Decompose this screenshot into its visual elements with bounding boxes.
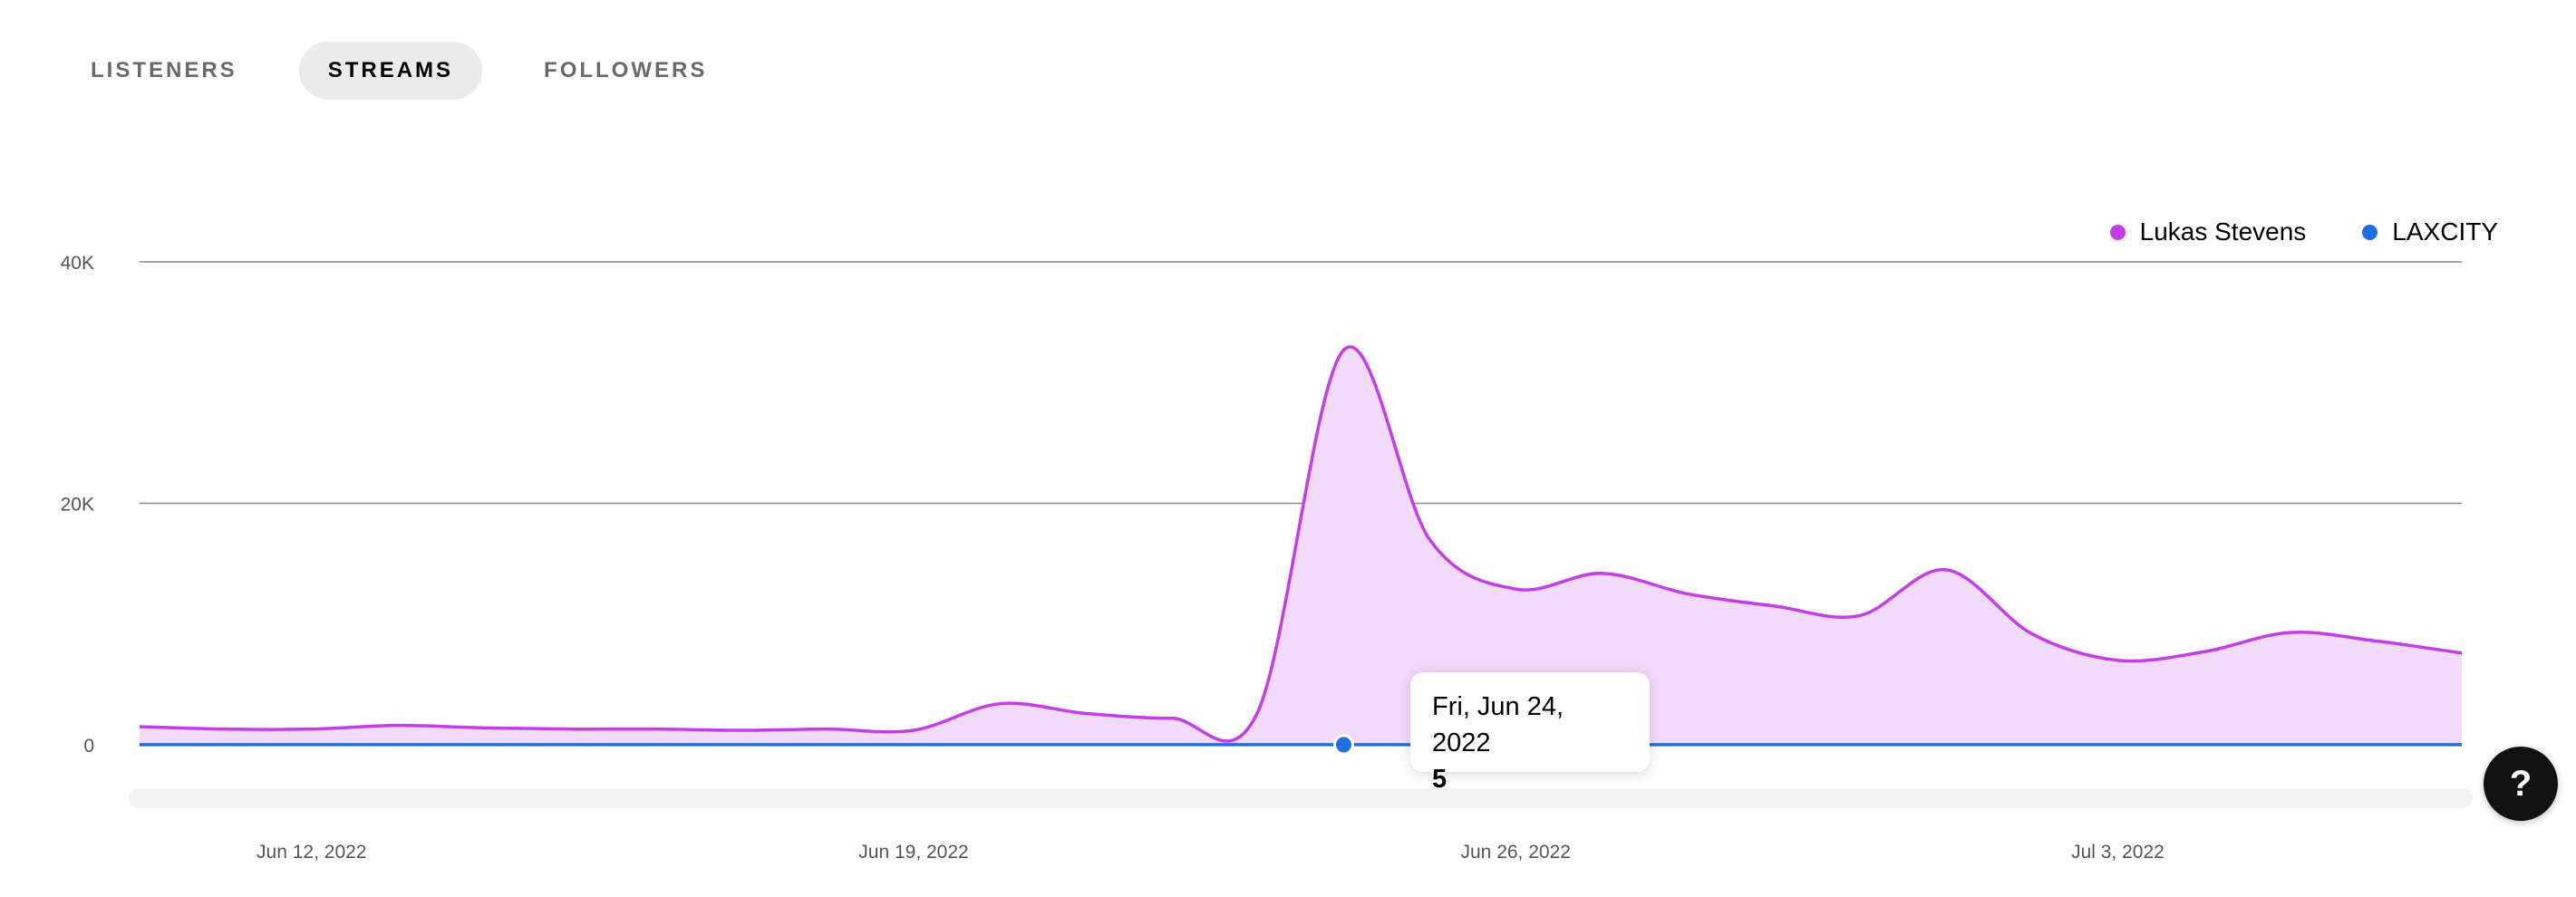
series-line-lukas-stevens: [139, 345, 2463, 743]
tab-streams[interactable]: STREAMS: [298, 42, 483, 100]
chart-tooltip: Fri, Jun 24, 2022 5: [1410, 672, 1650, 794]
x-tick-label: Jun 19, 2022: [858, 842, 968, 863]
legend-dot-icon: [2362, 224, 2378, 240]
legend-label: LAXCITY: [2392, 217, 2498, 246]
x-tick-label: Jun 12, 2022: [257, 842, 366, 863]
tooltip-date: Fri, Jun 24, 2022: [1432, 692, 1564, 757]
tab-listeners[interactable]: LISTENERS: [91, 58, 237, 82]
chart-legend: Lukas Stevens LAXCITY: [2109, 217, 2498, 246]
y-tick-label: 40K: [61, 253, 94, 274]
x-tick-label: Jul 3, 2022: [2071, 842, 2164, 863]
help-button[interactable]: ?: [2484, 747, 2558, 821]
x-tick-label: Jun 26, 2022: [1461, 842, 1571, 863]
legend-item-lukas-stevens[interactable]: Lukas Stevens: [2109, 217, 2307, 246]
tooltip-value: 5: [1432, 765, 1448, 794]
series-area-lukas-stevens: [140, 346, 2462, 745]
legend-item-laxcity[interactable]: LAXCITY: [2362, 217, 2498, 246]
highlight-point: [1332, 734, 1354, 756]
metric-tabs: LISTENERS STREAMS FOLLOWERS: [62, 42, 736, 100]
legend-dot-icon: [2109, 224, 2126, 240]
y-tick-label: 0: [83, 736, 94, 757]
legend-label: Lukas Stevens: [2139, 217, 2307, 246]
y-tick-label: 20K: [61, 495, 94, 516]
chart-scrollbar: [129, 788, 2473, 808]
tab-followers[interactable]: FOLLOWERS: [544, 58, 708, 82]
